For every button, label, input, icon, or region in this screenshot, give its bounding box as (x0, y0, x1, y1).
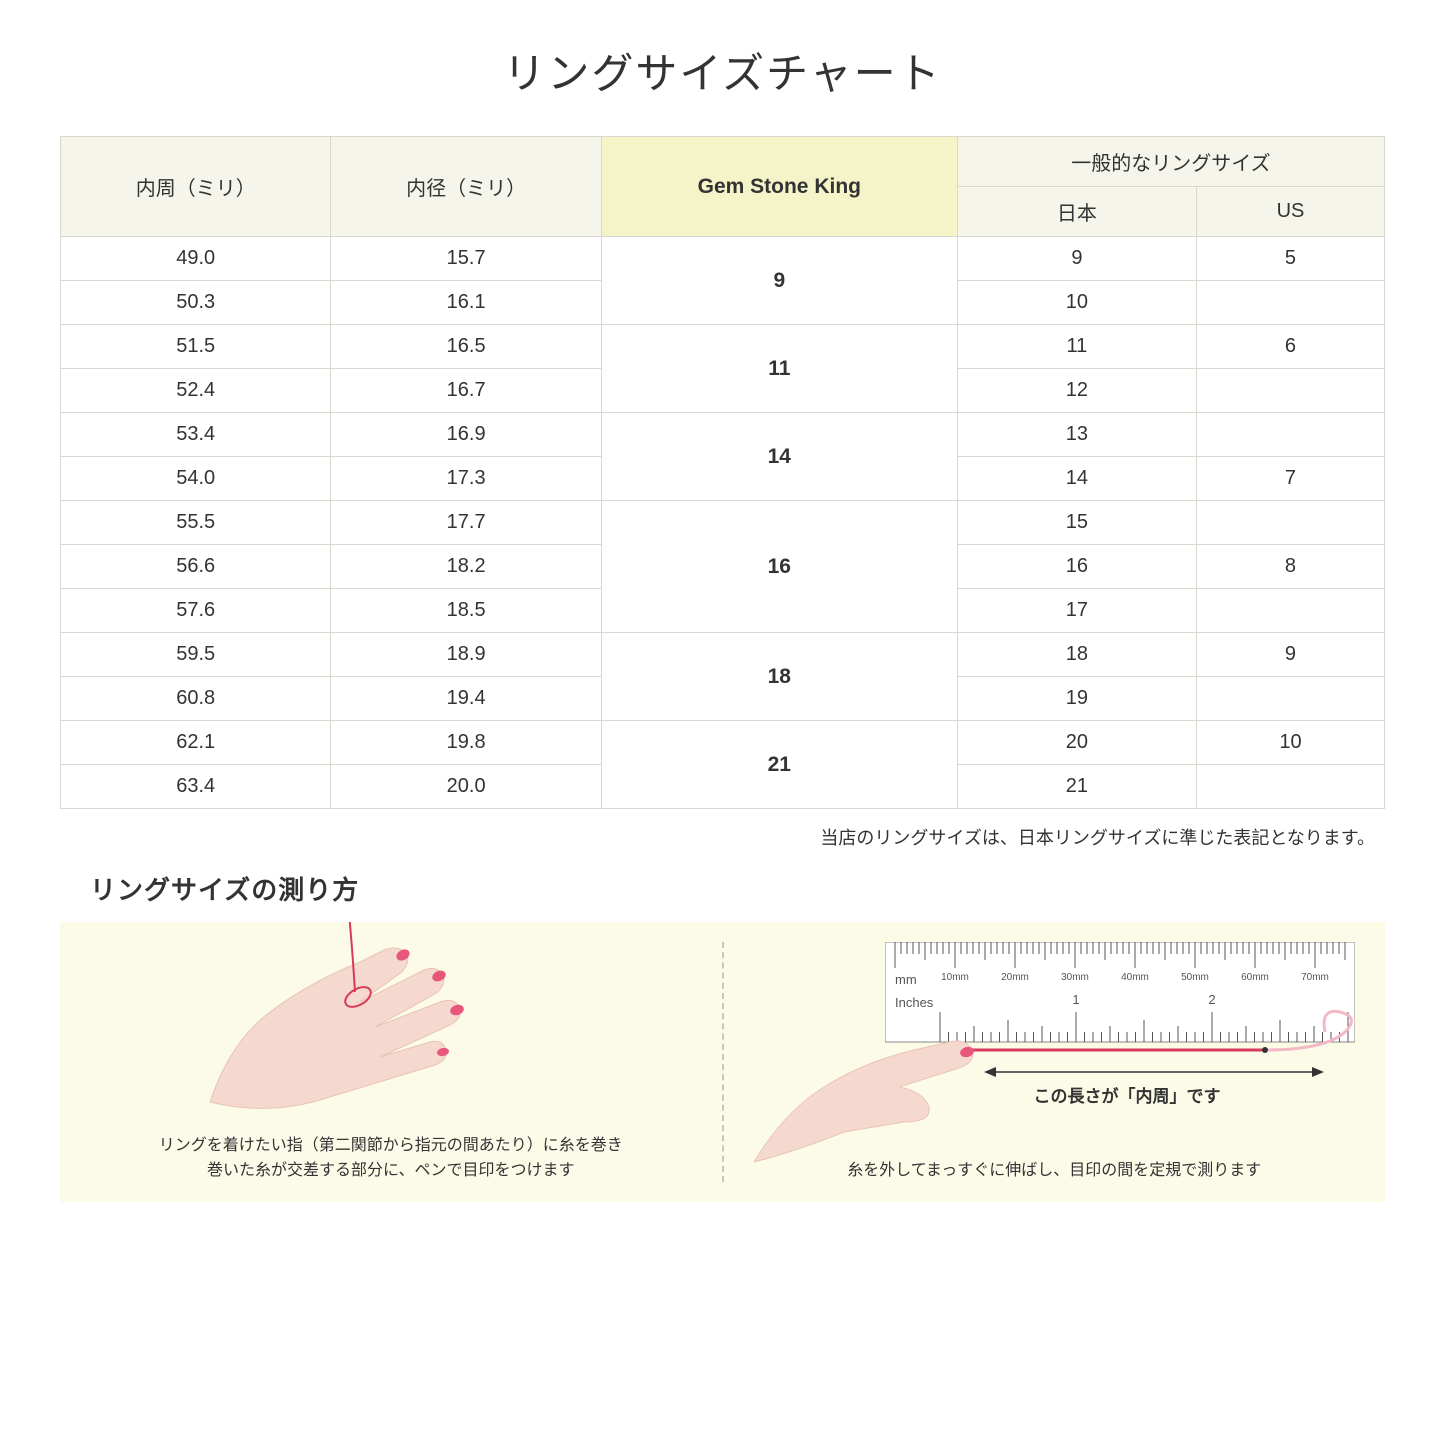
cell-gem: 21 (601, 721, 957, 809)
cell-jp: 11 (957, 325, 1196, 369)
cell-diam: 15.7 (331, 237, 601, 281)
table-row: 59.518.918189 (61, 633, 1385, 677)
cell-diam: 18.9 (331, 633, 601, 677)
cell-gem: 16 (601, 501, 957, 633)
table-row: 55.517.71615 (61, 501, 1385, 545)
header-general: 一般的なリングサイズ (957, 137, 1384, 187)
howto-right-panel: 10mm 20mm 30mm 40mm 50mm 60mm 70mm mm Inches 1… (724, 922, 1386, 1202)
cell-circ: 60.8 (61, 677, 331, 721)
howto-left-panel: リングを着けたい指（第二関節から指元の間あたり）に糸を巻き巻いた糸が交差する部分… (60, 922, 722, 1202)
cell-gem: 9 (601, 237, 957, 325)
cell-gem: 14 (601, 413, 957, 501)
ruler-length-label: この長さが「内周」です (1034, 1082, 1221, 1107)
cell-circ: 51.5 (61, 325, 331, 369)
cell-jp: 20 (957, 721, 1196, 765)
table-row: 51.516.511116 (61, 325, 1385, 369)
cell-diam: 16.7 (331, 369, 601, 413)
svg-text:70mm: 70mm (1301, 972, 1329, 983)
svg-text:20mm: 20mm (1001, 972, 1029, 983)
ruler-mm-label: mm (895, 972, 917, 987)
cell-circ: 62.1 (61, 721, 331, 765)
cell-us (1196, 413, 1384, 457)
cell-diam: 19.8 (331, 721, 601, 765)
table-note: 当店のリングサイズは、日本リングサイズに準じた表記となります。 (60, 824, 1375, 850)
cell-jp: 12 (957, 369, 1196, 413)
svg-text:40mm: 40mm (1121, 972, 1149, 983)
cell-diam: 16.5 (331, 325, 601, 369)
svg-text:30mm: 30mm (1061, 972, 1089, 983)
cell-circ: 53.4 (61, 413, 331, 457)
cell-diam: 16.1 (331, 281, 601, 325)
length-arrow (984, 1062, 1324, 1082)
cell-us (1196, 589, 1384, 633)
cell-diam: 18.5 (331, 589, 601, 633)
cell-us (1196, 765, 1384, 809)
svg-text:1: 1 (1072, 992, 1079, 1007)
cell-circ: 50.3 (61, 281, 331, 325)
cell-circ: 59.5 (61, 633, 331, 677)
cell-us: 6 (1196, 325, 1384, 369)
hand-illustration-left (180, 922, 520, 1122)
header-circumference: 内周（ミリ） (61, 137, 331, 237)
cell-jp: 14 (957, 457, 1196, 501)
howto-left-text: リングを着けたい指（第二関節から指元の間あたり）に糸を巻き巻いた糸が交差する部分… (93, 1133, 688, 1184)
cell-circ: 63.4 (61, 765, 331, 809)
header-us: US (1196, 187, 1384, 237)
howto-section: リングを着けたい指（第二関節から指元の間あたり）に糸を巻き巻いた糸が交差する部分… (60, 922, 1385, 1202)
page-title: リングサイズチャート (60, 40, 1385, 101)
cell-jp: 19 (957, 677, 1196, 721)
cell-circ: 56.6 (61, 545, 331, 589)
cell-us (1196, 501, 1384, 545)
cell-circ: 52.4 (61, 369, 331, 413)
cell-us: 10 (1196, 721, 1384, 765)
cell-diam: 17.7 (331, 501, 601, 545)
ruler-inches-label: Inches (895, 995, 934, 1010)
ring-size-table: 内周（ミリ） 内径（ミリ） Gem Stone King 一般的なリングサイズ … (60, 136, 1385, 809)
cell-jp: 13 (957, 413, 1196, 457)
svg-text:60mm: 60mm (1241, 972, 1269, 983)
cell-us: 9 (1196, 633, 1384, 677)
cell-diam: 18.2 (331, 545, 601, 589)
cell-circ: 57.6 (61, 589, 331, 633)
cell-us: 5 (1196, 237, 1384, 281)
cell-diam: 16.9 (331, 413, 601, 457)
header-diameter: 内径（ミリ） (331, 137, 601, 237)
cell-circ: 49.0 (61, 237, 331, 281)
cell-diam: 17.3 (331, 457, 601, 501)
cell-jp: 17 (957, 589, 1196, 633)
svg-text:10mm: 10mm (941, 972, 969, 983)
header-gem: Gem Stone King (601, 137, 957, 237)
howto-right-text: 糸を外してまっすぐに伸ばし、目印の間を定規で測ります (757, 1158, 1352, 1184)
cell-us: 8 (1196, 545, 1384, 589)
howto-subtitle: リングサイズの測り方 (90, 870, 1385, 907)
cell-gem: 11 (601, 325, 957, 413)
cell-jp: 15 (957, 501, 1196, 545)
svg-text:2: 2 (1208, 992, 1215, 1007)
cell-jp: 18 (957, 633, 1196, 677)
cell-us: 7 (1196, 457, 1384, 501)
cell-diam: 19.4 (331, 677, 601, 721)
cell-us (1196, 281, 1384, 325)
table-row: 49.015.7995 (61, 237, 1385, 281)
table-row: 62.119.8212010 (61, 721, 1385, 765)
cell-us (1196, 369, 1384, 413)
cell-jp: 9 (957, 237, 1196, 281)
cell-circ: 55.5 (61, 501, 331, 545)
cell-diam: 20.0 (331, 765, 601, 809)
table-row: 53.416.91413 (61, 413, 1385, 457)
cell-us (1196, 677, 1384, 721)
cell-circ: 54.0 (61, 457, 331, 501)
header-japan: 日本 (957, 187, 1196, 237)
cell-gem: 18 (601, 633, 957, 721)
svg-text:50mm: 50mm (1181, 972, 1209, 983)
cell-jp: 21 (957, 765, 1196, 809)
cell-jp: 16 (957, 545, 1196, 589)
hand-illustration-right (754, 1032, 984, 1172)
cell-jp: 10 (957, 281, 1196, 325)
